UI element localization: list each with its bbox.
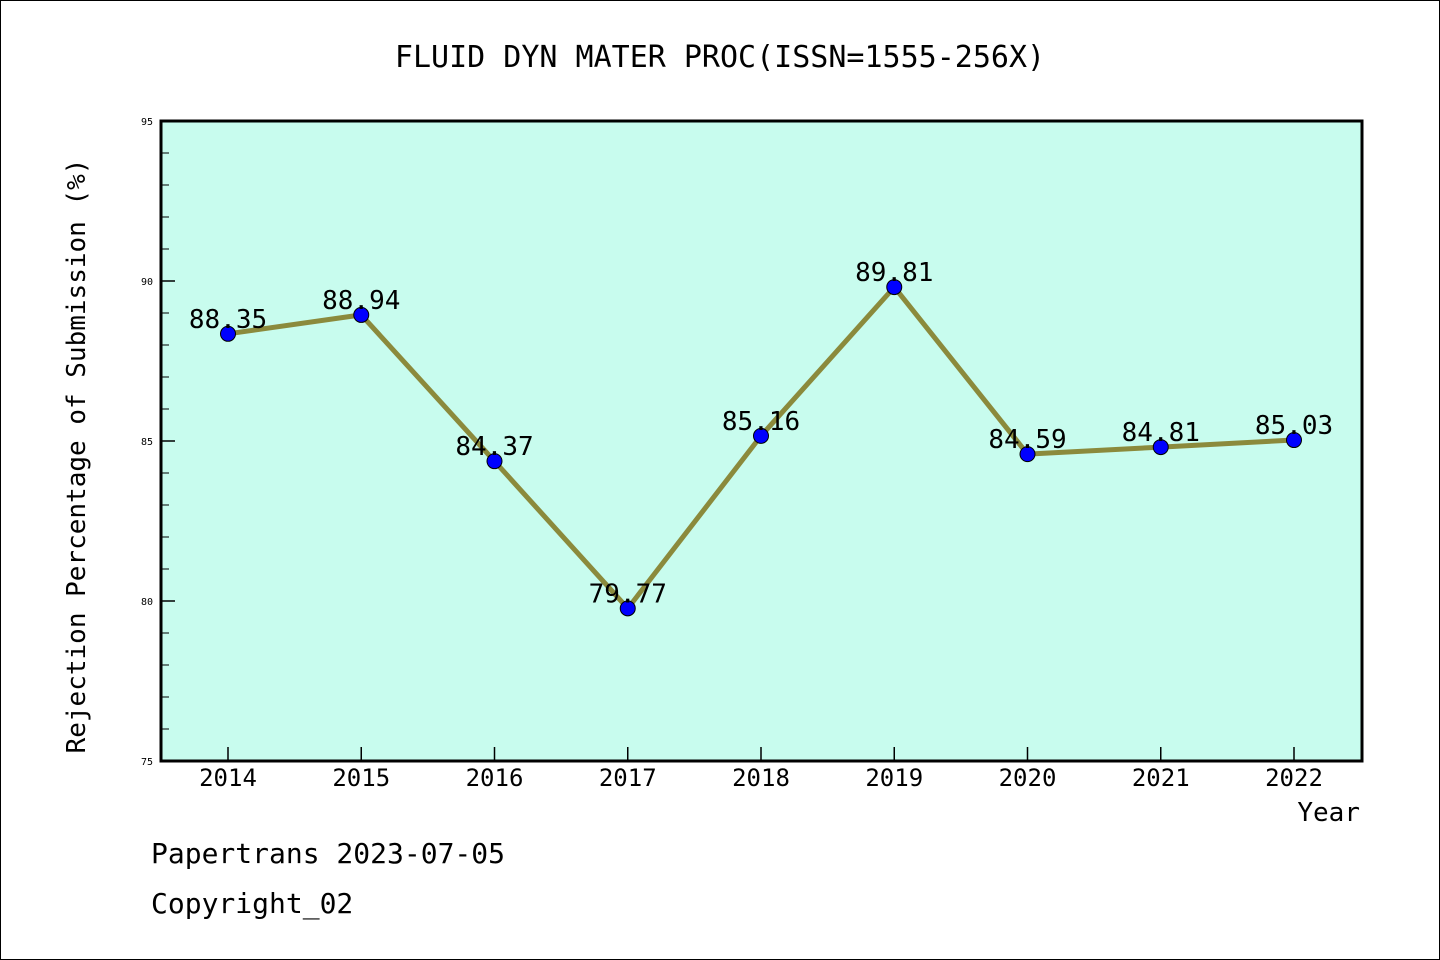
x-tick-label: 2020 [999, 764, 1057, 792]
data-label: 88.94 [322, 286, 400, 316]
data-point [753, 427, 769, 444]
x-tick-label: 2022 [1265, 764, 1323, 792]
x-tick-label: 2017 [599, 764, 657, 792]
chart-title: FLUID DYN MATER PROC(ISSN=1555-256X) [395, 40, 1045, 75]
data-label: 85.16 [722, 407, 800, 437]
data-point [220, 325, 236, 342]
data-point [353, 306, 370, 323]
data-point [1286, 432, 1302, 449]
data-labels: 88.35 88.94 84.37 79.77 85.16 89.81 84.59 84.81… [189, 258, 1333, 609]
y-minor-ticks [161, 152, 175, 730]
data-point [1152, 439, 1169, 456]
x-tick-label: 2016 [466, 764, 524, 792]
x-ticks [227, 747, 1295, 761]
x-tick-label: 2021 [1132, 764, 1190, 792]
y-tick-label: 95 [141, 117, 153, 128]
data-markers [220, 279, 1302, 617]
footer-date-stamp: Papertrans 2023-07-05 [151, 837, 506, 870]
footer-copyright: Copyright_02 [151, 887, 354, 920]
y-tick-label: 75 [141, 757, 153, 768]
x-tick-labels: 2014 2015 2016 2017 2018 2019 2020 2021 2022 [199, 764, 1323, 792]
y-tick-label: 80 [141, 597, 153, 608]
y-tick-label: 90 [141, 277, 153, 288]
data-label: 84.59 [988, 425, 1066, 455]
data-label: 85.03 [1255, 411, 1333, 441]
x-tick-label: 2018 [732, 764, 790, 792]
data-point [619, 600, 636, 617]
y-tick-labels: 75 80 85 90 95 [141, 117, 153, 768]
x-tick-label: 2019 [865, 764, 923, 792]
data-label: 89.81 [855, 258, 933, 288]
data-label: 84.37 [455, 432, 533, 462]
data-label: 79.77 [589, 579, 667, 609]
data-point [886, 279, 903, 296]
data-label: 88.35 [189, 305, 267, 335]
data-point [486, 453, 503, 470]
data-point [1019, 446, 1036, 463]
y-axis-label: Rejection Percentage of Submission (%) [62, 159, 92, 754]
x-axis-label: Year [1297, 798, 1360, 828]
x-tick-label: 2014 [199, 764, 257, 792]
data-label: 84.81 [1122, 418, 1200, 448]
y-tick-label: 85 [141, 437, 153, 448]
x-tick-label: 2015 [332, 764, 390, 792]
